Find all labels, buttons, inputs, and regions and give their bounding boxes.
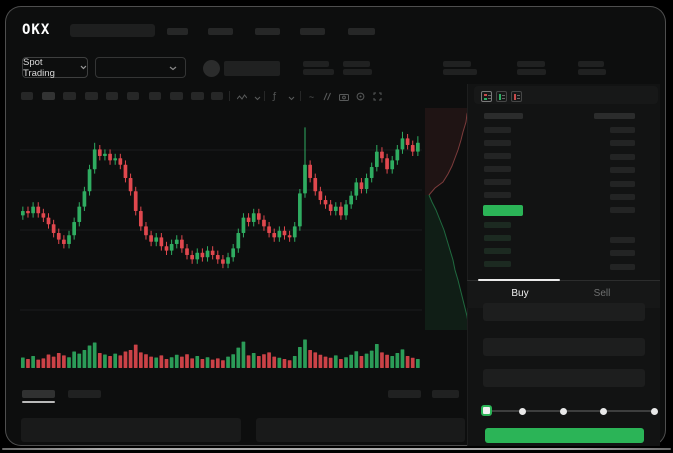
chart-type-icon[interactable] (236, 91, 247, 102)
slider-stop-25[interactable] (519, 408, 526, 415)
tab-sell[interactable]: Sell (593, 288, 611, 299)
orderbook-toolbar (474, 86, 658, 104)
active-tab-underline (478, 279, 560, 281)
orderbook-bid-row[interactable] (484, 235, 511, 241)
bottom-panel-placeholder (256, 418, 465, 442)
orderbook-size-row[interactable] (610, 207, 635, 214)
ticker-stat-label (303, 61, 329, 67)
toolbar-divider (229, 91, 230, 101)
orderbook-asks-icon[interactable] (511, 91, 522, 102)
market-type-label: Spot Trading (23, 56, 55, 79)
orderbook-price-row[interactable] (484, 192, 511, 198)
bottom-action-placeholder[interactable] (432, 390, 459, 398)
chevron-down-icon (80, 65, 87, 70)
chevron-down-icon[interactable] (286, 93, 297, 104)
interval-button[interactable] (85, 92, 98, 100)
orderbook-size-row[interactable] (610, 167, 635, 174)
interval-button[interactable] (211, 92, 223, 100)
orderbook-size-row[interactable] (610, 250, 635, 257)
interval-button-active[interactable] (42, 92, 55, 100)
market-type-dropdown[interactable]: Spot Trading (22, 56, 88, 79)
price-input[interactable] (483, 303, 645, 321)
interval-button[interactable] (63, 92, 76, 100)
drawing-tools-icon[interactable] (322, 91, 333, 102)
slider-stop-50[interactable] (560, 408, 567, 415)
depth-chart (425, 108, 470, 330)
nav-item-placeholder[interactable] (167, 28, 188, 35)
ticker-stat-value (578, 69, 606, 75)
toolbar-divider (300, 91, 301, 101)
nav-item-placeholder[interactable] (300, 28, 325, 35)
pair-coin-icon (203, 60, 220, 77)
slider-stop-75[interactable] (600, 408, 607, 415)
orderbook-price-row[interactable] (484, 140, 511, 146)
orderbook-size-row[interactable] (610, 263, 635, 270)
orderbook-price-row[interactable] (484, 179, 511, 185)
orderbook-size-row[interactable] (610, 140, 635, 147)
orderbook-bids-icon[interactable] (496, 91, 507, 102)
pair-selector-dropdown[interactable] (95, 57, 186, 78)
interval-button[interactable] (170, 92, 183, 100)
orderbook-price-row[interactable] (484, 166, 511, 172)
indicators-icon[interactable]: ƒ (272, 91, 277, 102)
orderbook-header-right (594, 113, 635, 119)
ticker-stat-value (343, 69, 372, 75)
percent-slider-handle[interactable] (481, 405, 492, 416)
orderbook-size-row[interactable] (610, 127, 635, 133)
ticker-stat-label (343, 61, 370, 67)
interval-button[interactable] (149, 92, 161, 100)
camera-icon[interactable] (338, 91, 349, 102)
slider-stop-100[interactable] (651, 408, 658, 415)
orderbook-size-row[interactable] (610, 153, 635, 160)
interval-button[interactable] (191, 92, 204, 100)
bottom-tab[interactable] (68, 390, 101, 398)
chevron-down-icon (169, 66, 177, 71)
tab-divider (467, 280, 660, 281)
orderbook-size-row[interactable] (610, 237, 635, 243)
device-bottom-edge (2, 448, 671, 450)
toolbar-divider (264, 91, 265, 101)
amount-input[interactable] (483, 338, 645, 356)
orderbook-combined-icon[interactable] (481, 91, 492, 102)
compare-icon[interactable]: ~ (308, 91, 315, 102)
nav-item-placeholder[interactable] (208, 28, 233, 35)
orderbook-price-row[interactable] (484, 127, 511, 133)
candlestick-chart[interactable] (20, 110, 422, 372)
bottom-tab-underline (22, 401, 55, 403)
ticker-stat-value (443, 69, 477, 75)
ticker-stat-label (517, 61, 545, 67)
total-input[interactable] (483, 369, 645, 387)
bottom-panel-placeholder (21, 418, 241, 442)
fullscreen-icon[interactable] (372, 91, 383, 102)
orderbook-bid-row[interactable] (484, 222, 511, 228)
ticker-stat-value (517, 69, 546, 75)
nav-item-placeholder[interactable] (348, 28, 375, 35)
tab-buy[interactable]: Buy (511, 288, 529, 299)
interval-button[interactable] (127, 92, 139, 100)
orderbook-size-row[interactable] (610, 194, 635, 200)
orderbook-price-row[interactable] (484, 153, 511, 159)
bottom-tab-active[interactable] (22, 390, 55, 398)
nav-item-placeholder[interactable] (255, 28, 280, 35)
panel-divider (467, 84, 468, 446)
okx-logo[interactable]: OKX (22, 22, 51, 38)
search-input[interactable] (70, 24, 155, 37)
orderbook-bid-row[interactable] (484, 248, 511, 254)
interval-button[interactable] (106, 92, 118, 100)
settings-icon[interactable] (355, 91, 366, 102)
chevron-down-icon[interactable] (252, 93, 263, 104)
orderbook-size-row[interactable] (610, 180, 635, 187)
ticker-stat-label (443, 61, 471, 67)
bottom-action-placeholder[interactable] (388, 390, 421, 398)
last-price-badge (483, 205, 523, 216)
interval-button[interactable] (21, 92, 33, 100)
pair-name-placeholder (224, 61, 280, 76)
orderbook-bid-row[interactable] (484, 261, 511, 267)
ticker-stat-label (578, 61, 604, 67)
orderbook-header-left (484, 113, 523, 119)
ticker-stat-value (303, 69, 334, 75)
percent-slider-track[interactable] (486, 410, 655, 412)
buy-submit-button[interactable] (485, 428, 644, 443)
